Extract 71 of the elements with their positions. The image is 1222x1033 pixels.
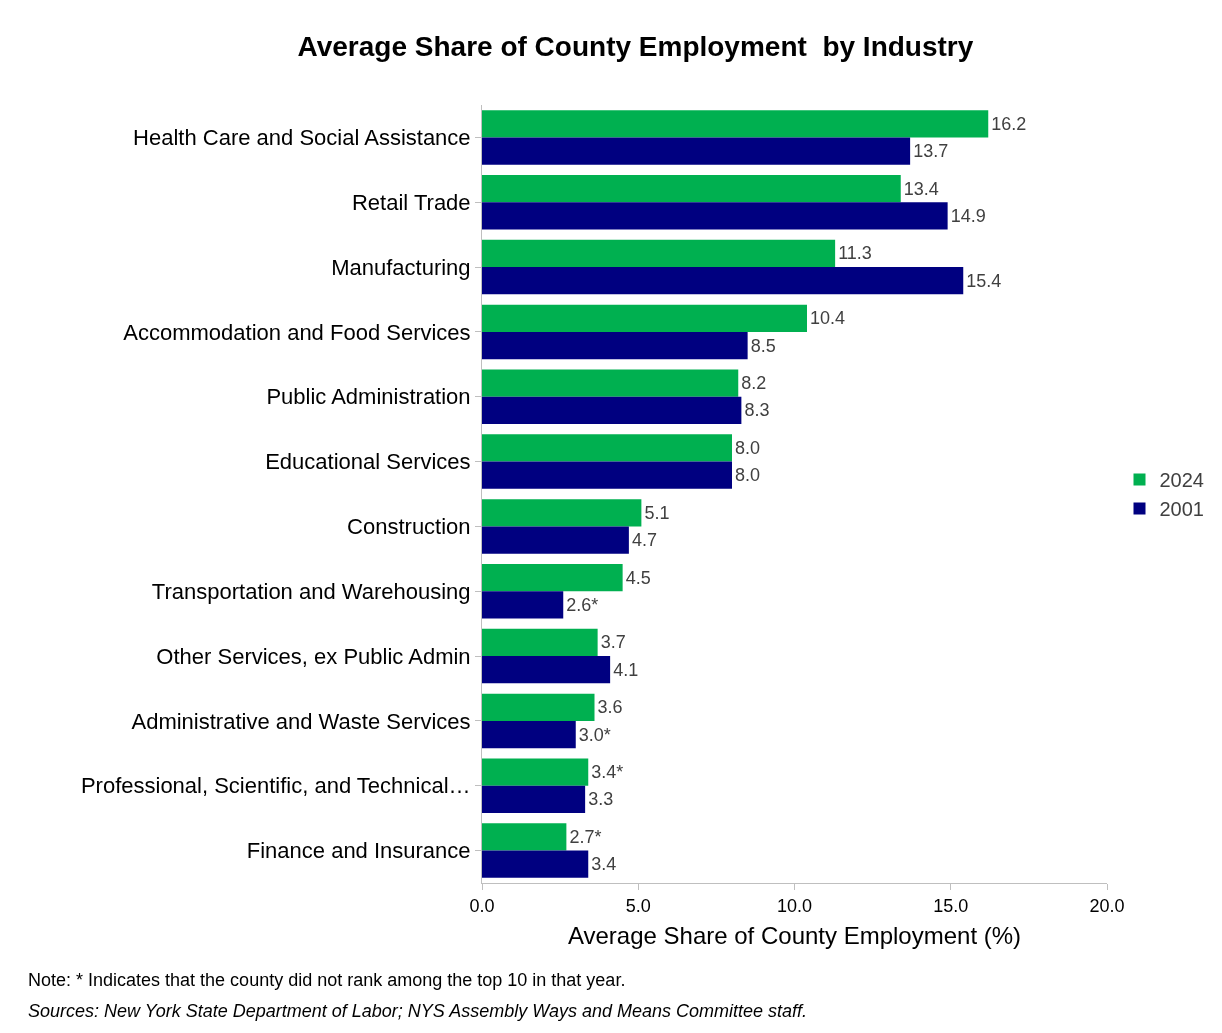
x-tick-label: 20.0 xyxy=(1089,895,1125,916)
data-label: 8.3 xyxy=(744,400,770,421)
data-label: 14.9 xyxy=(950,205,986,226)
y-tick-label: Finance and Insurance xyxy=(246,838,471,864)
y-tick-label: Professional, Scientific, and Technical… xyxy=(80,773,471,799)
data-label: 2.7* xyxy=(569,826,602,847)
data-label: 3.0* xyxy=(578,724,611,745)
bar xyxy=(482,628,598,657)
data-label: 3.3 xyxy=(588,789,614,810)
bar xyxy=(482,331,748,360)
data-label: 2.6* xyxy=(566,594,599,615)
y-tick-label: Retail Trade xyxy=(351,189,471,215)
bar xyxy=(482,369,739,397)
data-label: 4.1 xyxy=(613,659,639,680)
bar xyxy=(482,526,629,554)
bar xyxy=(482,656,611,684)
bar xyxy=(482,110,989,138)
bar xyxy=(482,267,964,295)
bar xyxy=(482,202,948,230)
data-label: 8.5 xyxy=(750,335,776,356)
data-label: 3.4 xyxy=(591,854,617,875)
data-label: 15.4 xyxy=(966,270,1002,291)
bar xyxy=(482,785,586,813)
bar xyxy=(482,564,623,592)
legend-label: 2024 xyxy=(1159,469,1204,492)
data-label: 8.0 xyxy=(735,437,761,458)
data-label: 4.5 xyxy=(625,567,651,588)
data-label: 11.3 xyxy=(838,243,872,264)
bar xyxy=(482,461,732,489)
bar xyxy=(482,499,642,527)
y-tick-label: Public Administration xyxy=(266,384,471,410)
x-axis-title: Average Share of County Employment (%) xyxy=(567,921,1022,949)
data-label: 13.7 xyxy=(913,141,949,162)
bar xyxy=(482,396,742,424)
bar xyxy=(482,239,836,268)
bar xyxy=(482,175,901,203)
x-tick-label: 15.0 xyxy=(933,895,969,916)
source-note: Sources: New York State Department of Labor; NYS Assembly Ways and Means Committee staff. xyxy=(28,1001,808,1021)
data-label: 16.2 xyxy=(991,113,1027,134)
y-tick-label: Construction xyxy=(347,514,471,540)
data-label: 3.6 xyxy=(597,697,623,718)
y-tick-label: Other Services, ex Public Admin xyxy=(156,643,471,669)
y-tick-label: Administrative and Waste Services xyxy=(131,708,471,734)
x-tick-label: 10.0 xyxy=(776,895,813,916)
data-label: 3.7 xyxy=(600,632,626,653)
data-label: 13.4 xyxy=(903,178,939,199)
data-label: 5.1 xyxy=(644,502,670,523)
bar xyxy=(482,434,732,462)
bar xyxy=(482,720,576,749)
bar xyxy=(482,758,589,786)
text: Note: * Indicates that the county did not rank among the top 10 in that year. xyxy=(28,970,626,990)
x-tick-label: 0.0 xyxy=(469,895,495,916)
chart-title: Average Share of County Employment by Industry xyxy=(297,30,974,62)
x-tick-label: 5.0 xyxy=(625,895,651,916)
y-tick-label: Manufacturing xyxy=(331,254,471,280)
y-tick-label: Health Care and Social Assistance xyxy=(133,125,471,151)
bar xyxy=(482,850,589,878)
data-label: 3.4* xyxy=(591,762,624,783)
bar xyxy=(482,591,564,619)
legend-label: 2001 xyxy=(1159,498,1204,521)
data-label: 8.0 xyxy=(735,465,761,486)
y-tick-label: Educational Services xyxy=(265,449,471,475)
data-label: 10.4 xyxy=(810,308,846,329)
y-tick-label: Accommodation and Food Services xyxy=(123,319,471,345)
bar xyxy=(482,823,567,851)
data-label: 8.2 xyxy=(741,373,767,394)
data-label: 4.7 xyxy=(631,530,657,551)
bar xyxy=(482,304,807,332)
bar xyxy=(482,693,595,721)
y-tick-label: Transportation and Warehousing xyxy=(151,578,471,604)
bar xyxy=(482,137,911,165)
